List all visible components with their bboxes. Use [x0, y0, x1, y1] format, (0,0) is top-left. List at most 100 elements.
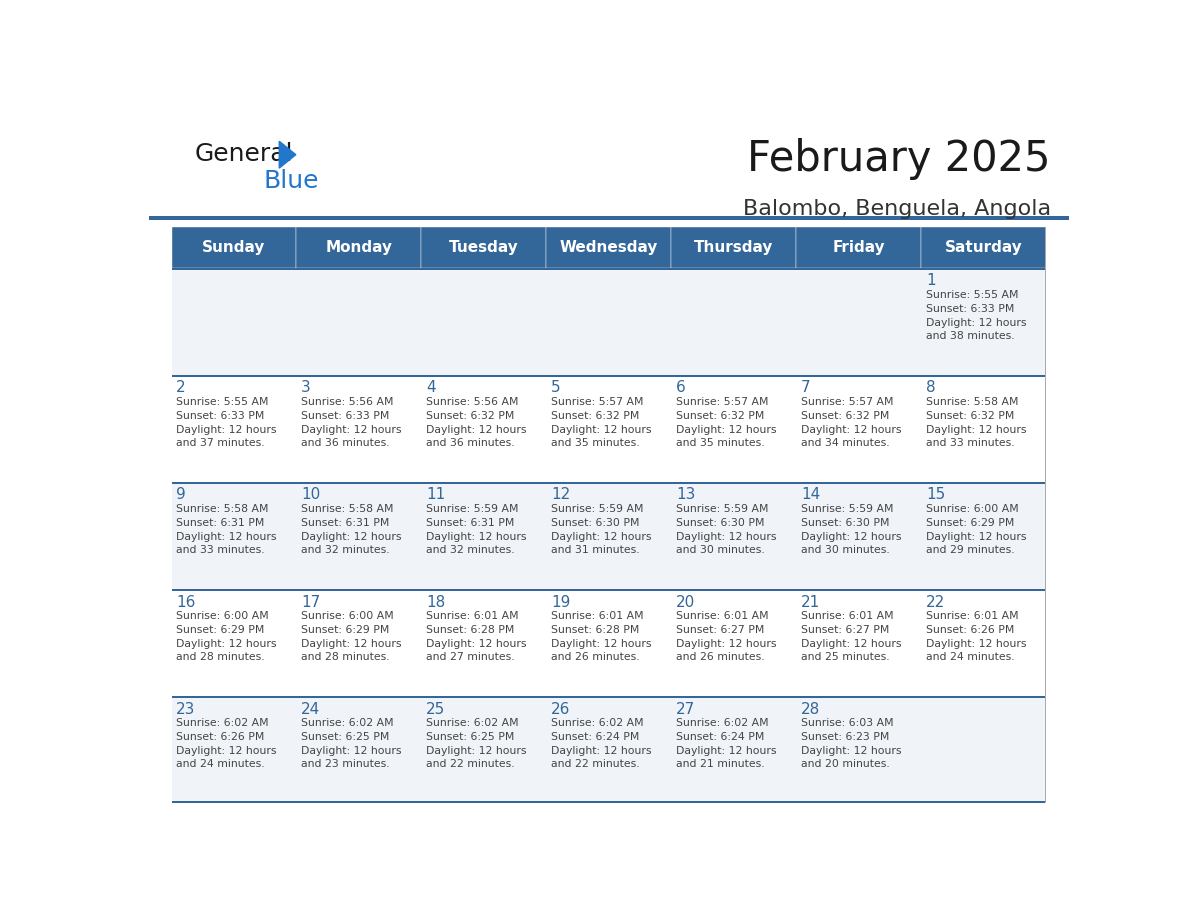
- Bar: [297, 696, 422, 698]
- Text: 17: 17: [301, 595, 321, 610]
- Bar: [422, 588, 546, 591]
- Text: 25: 25: [426, 701, 446, 717]
- Bar: [671, 268, 796, 270]
- Text: Sunrise: 5:59 AM
Sunset: 6:30 PM
Daylight: 12 hours
and 31 minutes.: Sunrise: 5:59 AM Sunset: 6:30 PM Dayligh…: [551, 505, 651, 555]
- Bar: [671, 696, 796, 698]
- Bar: [921, 696, 1047, 803]
- Bar: [297, 268, 422, 270]
- Text: 27: 27: [676, 701, 695, 717]
- Bar: [796, 588, 921, 591]
- Text: Sunrise: 5:58 AM
Sunset: 6:31 PM
Daylight: 12 hours
and 32 minutes.: Sunrise: 5:58 AM Sunset: 6:31 PM Dayligh…: [301, 505, 402, 555]
- Bar: [297, 588, 422, 591]
- Bar: [422, 588, 546, 696]
- Bar: [171, 268, 297, 270]
- Bar: [297, 482, 422, 484]
- Bar: [171, 227, 297, 268]
- Text: Sunrise: 6:01 AM
Sunset: 6:27 PM
Daylight: 12 hours
and 26 minutes.: Sunrise: 6:01 AM Sunset: 6:27 PM Dayligh…: [676, 611, 777, 662]
- Text: Sunrise: 6:01 AM
Sunset: 6:27 PM
Daylight: 12 hours
and 25 minutes.: Sunrise: 6:01 AM Sunset: 6:27 PM Dayligh…: [801, 611, 902, 662]
- Text: Sunrise: 6:02 AM
Sunset: 6:24 PM
Daylight: 12 hours
and 21 minutes.: Sunrise: 6:02 AM Sunset: 6:24 PM Dayligh…: [676, 719, 777, 769]
- Bar: [546, 375, 671, 482]
- Bar: [297, 268, 422, 375]
- Bar: [297, 482, 422, 588]
- Text: 18: 18: [426, 595, 446, 610]
- Bar: [422, 268, 546, 375]
- Text: 5: 5: [551, 380, 561, 396]
- Bar: [671, 482, 796, 588]
- Bar: [297, 227, 422, 268]
- Bar: [796, 588, 921, 696]
- Text: Sunrise: 5:57 AM
Sunset: 6:32 PM
Daylight: 12 hours
and 35 minutes.: Sunrise: 5:57 AM Sunset: 6:32 PM Dayligh…: [676, 397, 777, 448]
- Text: 26: 26: [551, 701, 570, 717]
- Text: Sunrise: 6:00 AM
Sunset: 6:29 PM
Daylight: 12 hours
and 28 minutes.: Sunrise: 6:00 AM Sunset: 6:29 PM Dayligh…: [176, 611, 277, 662]
- Text: Sunrise: 6:03 AM
Sunset: 6:23 PM
Daylight: 12 hours
and 20 minutes.: Sunrise: 6:03 AM Sunset: 6:23 PM Dayligh…: [801, 719, 902, 769]
- Bar: [921, 268, 1047, 270]
- Text: Monday: Monday: [326, 240, 392, 255]
- Text: 23: 23: [176, 701, 196, 717]
- Bar: [921, 588, 1047, 696]
- Bar: [921, 375, 1047, 482]
- Bar: [171, 588, 297, 696]
- Text: Sunrise: 6:01 AM
Sunset: 6:26 PM
Daylight: 12 hours
and 24 minutes.: Sunrise: 6:01 AM Sunset: 6:26 PM Dayligh…: [925, 611, 1026, 662]
- Text: Friday: Friday: [833, 240, 885, 255]
- Text: Wednesday: Wednesday: [560, 240, 658, 255]
- Text: Sunrise: 5:59 AM
Sunset: 6:30 PM
Daylight: 12 hours
and 30 minutes.: Sunrise: 5:59 AM Sunset: 6:30 PM Dayligh…: [676, 505, 777, 555]
- Bar: [796, 696, 921, 803]
- Text: Sunrise: 6:02 AM
Sunset: 6:25 PM
Daylight: 12 hours
and 22 minutes.: Sunrise: 6:02 AM Sunset: 6:25 PM Dayligh…: [426, 719, 526, 769]
- Text: Sunrise: 5:58 AM
Sunset: 6:31 PM
Daylight: 12 hours
and 33 minutes.: Sunrise: 5:58 AM Sunset: 6:31 PM Dayligh…: [176, 505, 277, 555]
- Bar: [671, 375, 796, 482]
- Text: 16: 16: [176, 595, 196, 610]
- Text: Sunrise: 5:56 AM
Sunset: 6:33 PM
Daylight: 12 hours
and 36 minutes.: Sunrise: 5:56 AM Sunset: 6:33 PM Dayligh…: [301, 397, 402, 448]
- Bar: [171, 696, 297, 803]
- Bar: [921, 268, 1047, 375]
- Bar: [671, 482, 796, 484]
- Bar: [921, 482, 1047, 484]
- Bar: [422, 482, 546, 588]
- Bar: [921, 482, 1047, 588]
- Text: 10: 10: [301, 487, 321, 502]
- Bar: [921, 588, 1047, 591]
- Bar: [297, 696, 422, 803]
- Bar: [171, 268, 297, 375]
- Text: Sunrise: 6:02 AM
Sunset: 6:26 PM
Daylight: 12 hours
and 24 minutes.: Sunrise: 6:02 AM Sunset: 6:26 PM Dayligh…: [176, 719, 277, 769]
- Text: 28: 28: [801, 701, 820, 717]
- Text: 19: 19: [551, 595, 570, 610]
- Bar: [171, 375, 297, 377]
- Text: Blue: Blue: [264, 169, 320, 193]
- Text: Sunday: Sunday: [202, 240, 266, 255]
- Text: Sunrise: 6:00 AM
Sunset: 6:29 PM
Daylight: 12 hours
and 28 minutes.: Sunrise: 6:00 AM Sunset: 6:29 PM Dayligh…: [301, 611, 402, 662]
- Text: Saturday: Saturday: [944, 240, 1023, 255]
- Bar: [921, 696, 1047, 698]
- Text: Sunrise: 5:57 AM
Sunset: 6:32 PM
Daylight: 12 hours
and 34 minutes.: Sunrise: 5:57 AM Sunset: 6:32 PM Dayligh…: [801, 397, 902, 448]
- Bar: [422, 375, 546, 377]
- Text: 15: 15: [925, 487, 946, 502]
- Bar: [422, 696, 546, 698]
- Bar: [796, 268, 921, 375]
- Text: 20: 20: [676, 595, 695, 610]
- Bar: [671, 588, 796, 591]
- Bar: [297, 588, 422, 696]
- Text: Sunrise: 6:02 AM
Sunset: 6:24 PM
Daylight: 12 hours
and 22 minutes.: Sunrise: 6:02 AM Sunset: 6:24 PM Dayligh…: [551, 719, 651, 769]
- Text: 6: 6: [676, 380, 685, 396]
- Bar: [546, 268, 671, 270]
- Text: Sunrise: 5:55 AM
Sunset: 6:33 PM
Daylight: 12 hours
and 37 minutes.: Sunrise: 5:55 AM Sunset: 6:33 PM Dayligh…: [176, 397, 277, 448]
- Bar: [546, 696, 671, 698]
- Bar: [921, 227, 1047, 268]
- Bar: [297, 375, 422, 482]
- Bar: [796, 227, 921, 268]
- Text: 22: 22: [925, 595, 946, 610]
- Bar: [671, 268, 796, 375]
- Bar: [546, 588, 671, 696]
- Text: Sunrise: 5:58 AM
Sunset: 6:32 PM
Daylight: 12 hours
and 33 minutes.: Sunrise: 5:58 AM Sunset: 6:32 PM Dayligh…: [925, 397, 1026, 448]
- Bar: [671, 588, 796, 696]
- Bar: [148, 216, 1069, 219]
- Text: Sunrise: 5:55 AM
Sunset: 6:33 PM
Daylight: 12 hours
and 38 minutes.: Sunrise: 5:55 AM Sunset: 6:33 PM Dayligh…: [925, 290, 1026, 341]
- Text: Thursday: Thursday: [694, 240, 773, 255]
- Bar: [422, 268, 546, 270]
- Text: Tuesday: Tuesday: [449, 240, 519, 255]
- Bar: [546, 375, 671, 377]
- Bar: [796, 696, 921, 698]
- Bar: [422, 696, 546, 803]
- Text: Sunrise: 5:59 AM
Sunset: 6:30 PM
Daylight: 12 hours
and 30 minutes.: Sunrise: 5:59 AM Sunset: 6:30 PM Dayligh…: [801, 505, 902, 555]
- Bar: [171, 696, 297, 698]
- Bar: [796, 268, 921, 270]
